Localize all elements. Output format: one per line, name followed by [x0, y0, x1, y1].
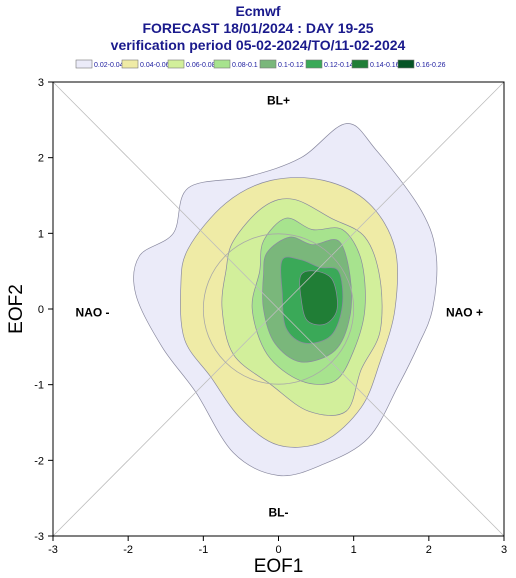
legend-label: 0.1-0.12	[278, 62, 304, 69]
y-tick-label: 0	[38, 304, 44, 316]
legend-label: 0.14-0.16	[370, 62, 400, 69]
legend-swatch	[167, 59, 185, 69]
legend-swatch	[259, 59, 277, 69]
legend-swatch	[305, 59, 323, 69]
y-axis-label: EOF2	[6, 284, 27, 334]
legend-label: 0.08-0.1	[232, 62, 258, 69]
y-tick-label: 2	[38, 153, 44, 165]
y-tick-label: 3	[38, 77, 44, 89]
legend-swatch	[75, 59, 93, 69]
chart-title-period: verification period 05-02-2024/TO/11-02-…	[110, 37, 406, 53]
diagonal-line	[52, 81, 505, 537]
y-tick-label: -1	[34, 380, 44, 392]
unit-circle	[202, 233, 355, 385]
y-tick-label: 1	[38, 228, 44, 240]
legend-swatch	[351, 59, 369, 69]
legend-label: 0.02-0.04	[94, 62, 124, 69]
y-tick-label: -3	[34, 531, 44, 543]
regime-label-nao-plus: NAO +	[446, 306, 483, 320]
x-tick-label: -1	[198, 544, 208, 556]
legend-swatch	[397, 59, 415, 69]
y-tick-label: -2	[34, 455, 44, 467]
chart-title-model: Ecmwf	[235, 3, 281, 19]
x-tick-label: 0	[275, 544, 281, 556]
legend-swatch	[213, 59, 231, 69]
legend-label: 0.16-0.26	[416, 62, 446, 69]
legend-swatch	[121, 59, 139, 69]
regime-label-bl-plus: BL+	[267, 94, 290, 108]
x-tick-label: -2	[123, 544, 133, 556]
x-tick-label: 1	[351, 544, 357, 556]
density-contour	[299, 270, 338, 326]
x-tick-label: 2	[426, 544, 432, 556]
x-axis-label: EOF1	[254, 556, 304, 577]
legend-label: 0.04-0.06	[140, 62, 170, 69]
x-tick-label: -3	[48, 544, 58, 556]
legend-label: 0.12-0.14	[324, 62, 354, 69]
legend-label: 0.06-0.08	[186, 62, 216, 69]
x-tick-label: 3	[501, 544, 507, 556]
regime-label-nao-minus: NAO -	[76, 306, 110, 320]
chart-title-forecast: FORECAST 18/01/2024 : DAY 19-25	[142, 20, 374, 36]
regime-label-bl-minus: BL-	[269, 505, 289, 519]
